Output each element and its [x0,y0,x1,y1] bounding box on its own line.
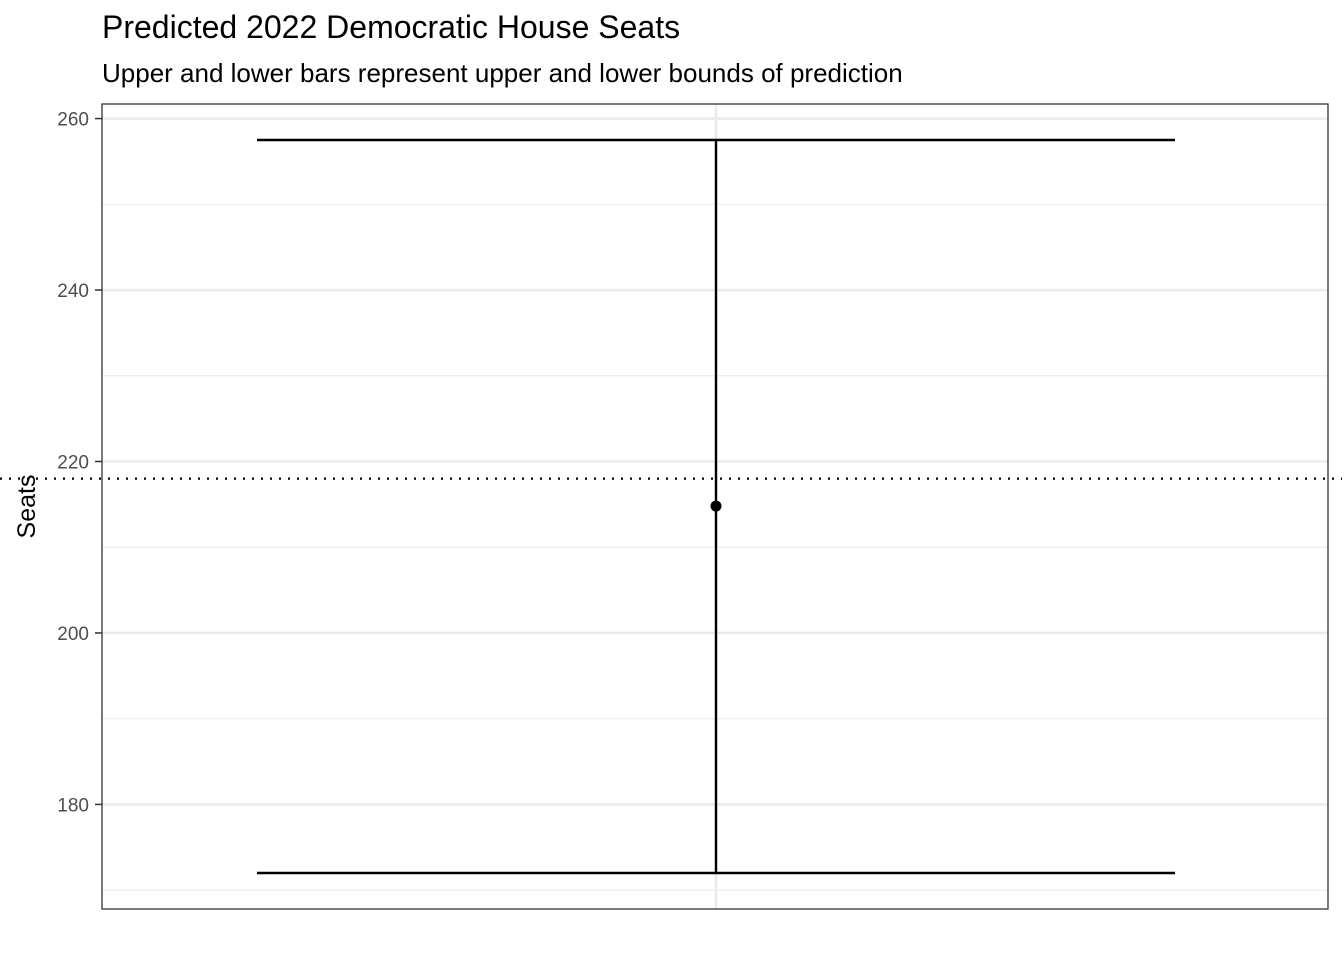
y-tick-label: 220 [57,452,89,473]
y-tick-label: 180 [57,795,89,816]
y-axis-title: Seats [13,475,41,539]
y-tick-label: 240 [57,281,89,302]
panel-border [101,103,1329,910]
point-estimate [710,500,722,512]
chart-subtitle: Upper and lower bars represent upper and… [102,58,903,88]
y-tick-label: 200 [57,624,89,645]
chart-title: Predicted 2022 Democratic House Seats [102,9,681,45]
y-axis: 180 200 220 240 260 [57,110,102,816]
y-tick-label: 260 [57,110,89,131]
error-bar-layer [257,138,1175,875]
